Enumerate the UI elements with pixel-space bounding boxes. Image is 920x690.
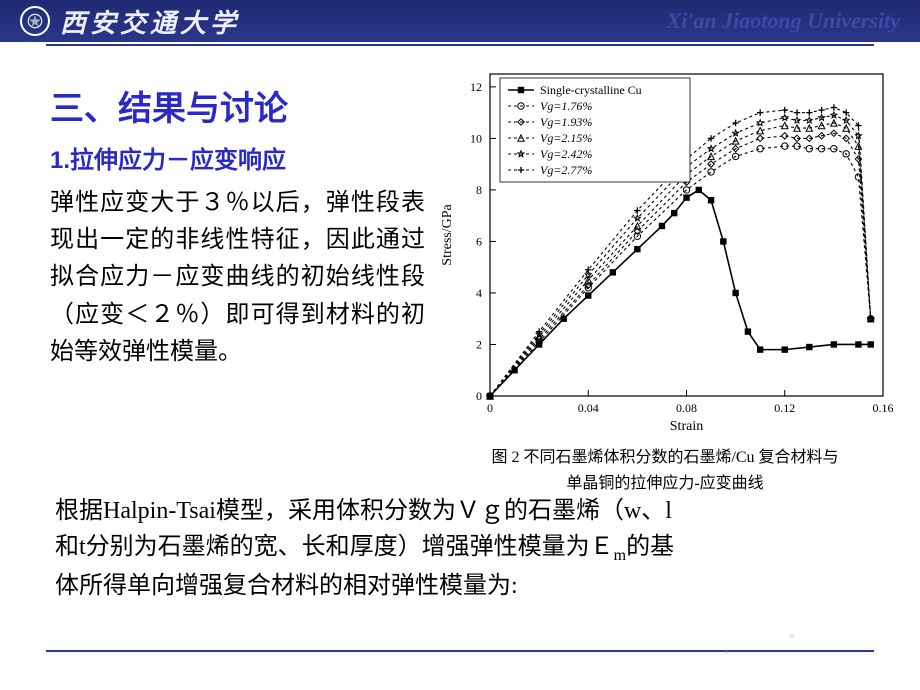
svg-text:Single-crystalline Cu: Single-crystalline Cu bbox=[540, 83, 642, 97]
section-paragraph: 弹性应变大于３％以后，弹性段表现出一定的非线性特征，因此通过拟合应力－应变曲线的… bbox=[50, 185, 425, 371]
section-title: 三、结果与讨论 bbox=[50, 81, 425, 130]
svg-text:Stress/GPa: Stress/GPa bbox=[440, 203, 455, 265]
bottom-line2b: 的基 bbox=[626, 534, 674, 560]
bottom-line3: 体所得单向增强复合材料的相对弹性模量为: bbox=[55, 573, 518, 599]
svg-text:0.08: 0.08 bbox=[676, 401, 697, 415]
svg-text:Vg=2.77%: Vg=2.77% bbox=[540, 163, 592, 177]
university-name-cn: 西安交通大学 bbox=[60, 3, 240, 40]
stress-strain-chart: 0 0.04 0.08 0.12 0.16 0 2 4 6 8 10 12 Strain Stress/G… bbox=[435, 66, 895, 436]
svg-text:0: 0 bbox=[487, 401, 493, 415]
svg-text:Vg=2.42%: Vg=2.42% bbox=[540, 147, 592, 161]
svg-text:0.04: 0.04 bbox=[578, 401, 599, 415]
bottom-paragraph: 根据Halpin-Tsai模型，采用体积分数为Ｖｇ的石墨烯（w、l 和t分别为石… bbox=[0, 493, 920, 604]
svg-text:6: 6 bbox=[476, 234, 482, 248]
svg-text:4: 4 bbox=[476, 286, 482, 300]
bottom-line1: 根据Halpin-Tsai模型，采用体积分数为Ｖｇ的石墨烯（w、l bbox=[55, 498, 672, 524]
chart-caption-line1: 图 2 不同石墨烯体积分数的石墨烯/Cu 复合材料与 bbox=[435, 443, 895, 467]
svg-text:8: 8 bbox=[476, 183, 482, 197]
bottom-line2a: 和t分别为石墨烯的宽、长和厚度）增强弹性模量为Ｅ bbox=[55, 534, 614, 560]
svg-text:Vg=2.15%: Vg=2.15% bbox=[540, 131, 592, 145]
footer-watermark-icon bbox=[660, 604, 880, 684]
text-column: 三、结果与讨论 1.拉伸应力－应变响应 弹性应变大于３％以后，弹性段表现出一定的… bbox=[50, 66, 425, 493]
chart-caption-line2: 单晶铜的拉伸应力-应变曲线 bbox=[435, 469, 895, 493]
university-logo-icon bbox=[20, 6, 50, 36]
svg-text:0.16: 0.16 bbox=[873, 401, 894, 415]
bottom-sub: m bbox=[614, 547, 626, 564]
svg-text:Vg=1.76%: Vg=1.76% bbox=[540, 99, 592, 113]
header-bar: 西安交通大学 Xi'an Jiaotong University bbox=[0, 0, 920, 42]
header-left: 西安交通大学 bbox=[20, 3, 240, 40]
content-row: 三、结果与讨论 1.拉伸应力－应变响应 弹性应变大于３％以后，弹性段表现出一定的… bbox=[0, 46, 920, 493]
svg-text:Vg=1.93%: Vg=1.93% bbox=[540, 115, 592, 129]
chart-column: 0 0.04 0.08 0.12 0.16 0 2 4 6 8 10 12 Strain Stress/G… bbox=[435, 66, 895, 493]
svg-text:12: 12 bbox=[470, 80, 482, 94]
section-subtitle: 1.拉伸应力－应变响应 bbox=[50, 140, 425, 175]
svg-text:2: 2 bbox=[476, 337, 482, 351]
svg-text:Strain: Strain bbox=[670, 419, 703, 434]
slide: 西安交通大学 Xi'an Jiaotong University 三、结果与讨论… bbox=[0, 0, 920, 690]
university-name-en: Xi'an Jiaotong University bbox=[667, 8, 900, 34]
svg-text:0.12: 0.12 bbox=[774, 401, 795, 415]
svg-text:10: 10 bbox=[470, 131, 482, 145]
svg-text:0: 0 bbox=[476, 389, 482, 403]
